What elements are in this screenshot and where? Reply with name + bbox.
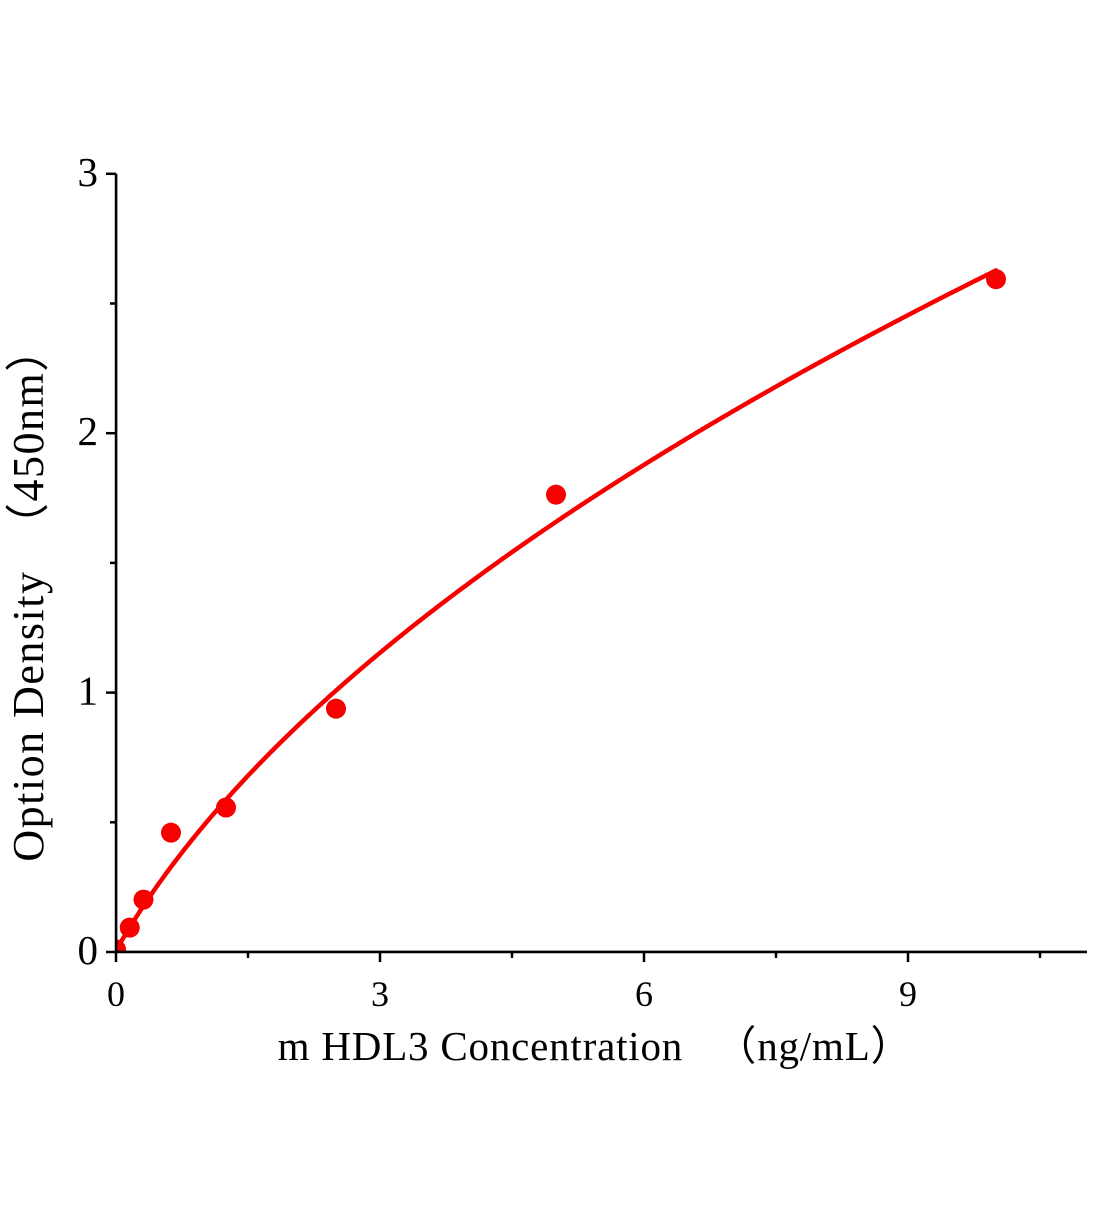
svg-text:1: 1 (78, 668, 99, 714)
svg-text:9: 9 (899, 974, 917, 1014)
svg-text:0: 0 (78, 927, 99, 973)
svg-text:Option Density （450nm）: Option Density （450nm） (4, 326, 53, 861)
svg-text:3: 3 (371, 974, 389, 1014)
svg-text:6: 6 (635, 974, 653, 1014)
svg-text:m HDL3 Concentration （ng/mL）: m HDL3 Concentration （ng/mL） (278, 1023, 913, 1069)
svg-text:2: 2 (78, 408, 99, 454)
svg-text:0: 0 (107, 974, 125, 1014)
svg-text:3: 3 (78, 149, 99, 195)
